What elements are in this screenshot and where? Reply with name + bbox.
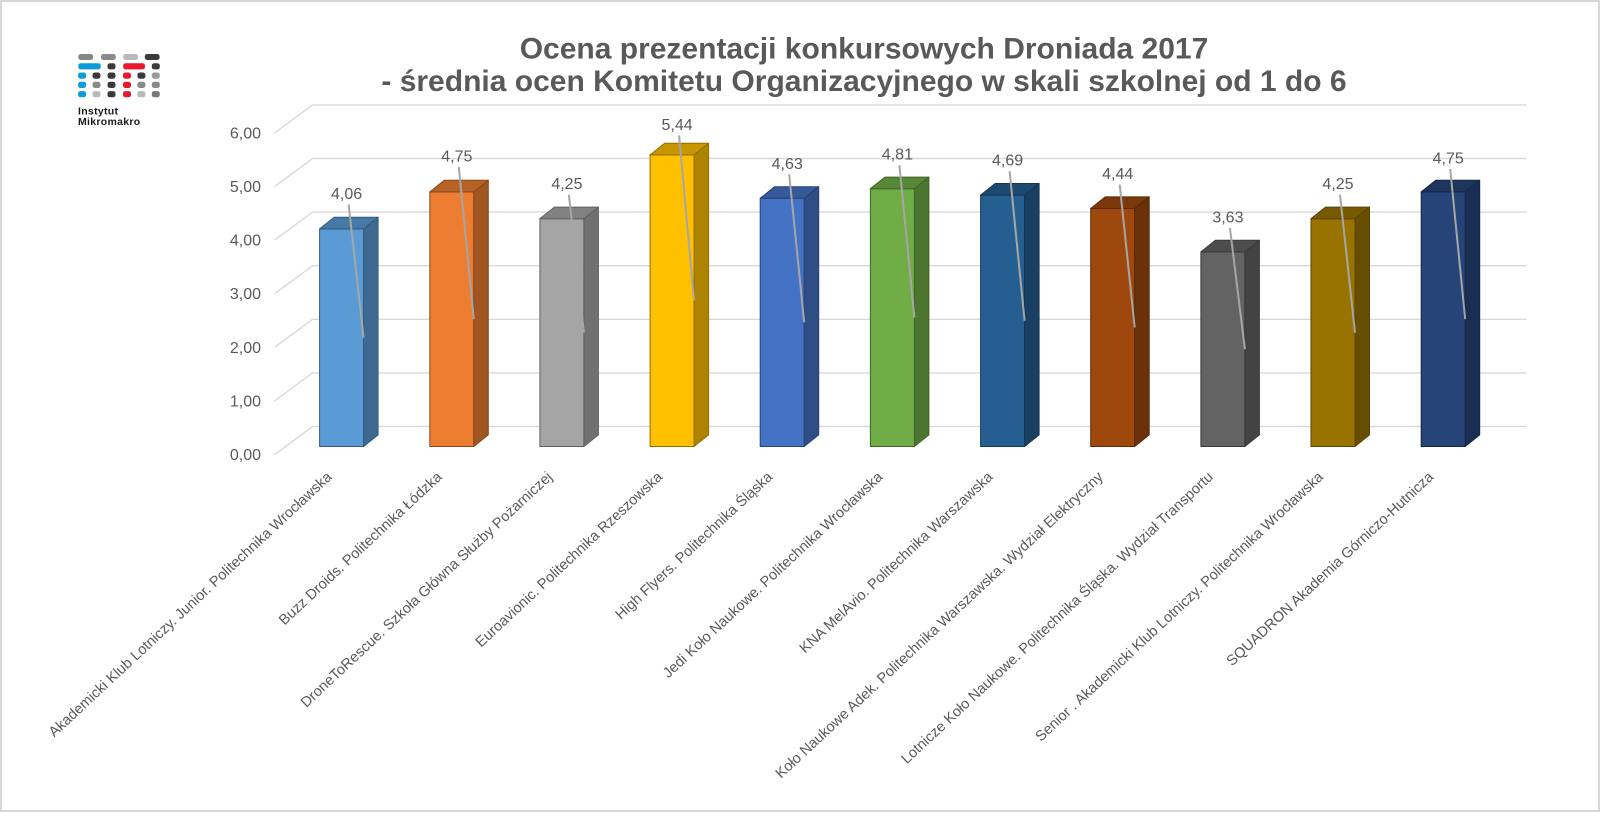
svg-text:4,75: 4,75: [441, 148, 472, 165]
svg-text:4,44: 4,44: [1102, 166, 1133, 183]
svg-text:6,00: 6,00: [230, 125, 261, 142]
svg-text:Instytut: Instytut: [78, 106, 119, 118]
svg-text:4,81: 4,81: [882, 147, 913, 164]
svg-text:4,63: 4,63: [772, 156, 803, 173]
svg-text:4,75: 4,75: [1433, 150, 1464, 167]
svg-text:3,63: 3,63: [1212, 209, 1243, 226]
svg-text:2,00: 2,00: [230, 340, 261, 357]
svg-text:4,06: 4,06: [331, 186, 362, 203]
svg-text:5,00: 5,00: [230, 179, 261, 196]
svg-text:4,25: 4,25: [551, 176, 582, 193]
svg-text:4,69: 4,69: [992, 153, 1023, 170]
svg-text:Mikromakro: Mikromakro: [78, 116, 141, 128]
svg-text:Ocena prezentacji konkursowych: Ocena prezentacji konkursowych Droniada …: [520, 33, 1209, 66]
svg-text:4,25: 4,25: [1322, 176, 1353, 193]
svg-text:5,44: 5,44: [662, 117, 693, 134]
svg-text:4,00: 4,00: [230, 233, 261, 250]
svg-text:- średnia ocen Komitetu Organi: - średnia ocen Komitetu Organizacyjnego …: [381, 65, 1346, 98]
svg-text:1,00: 1,00: [230, 393, 261, 410]
svg-text:0,00: 0,00: [230, 447, 261, 464]
svg-text:3,00: 3,00: [230, 286, 261, 303]
